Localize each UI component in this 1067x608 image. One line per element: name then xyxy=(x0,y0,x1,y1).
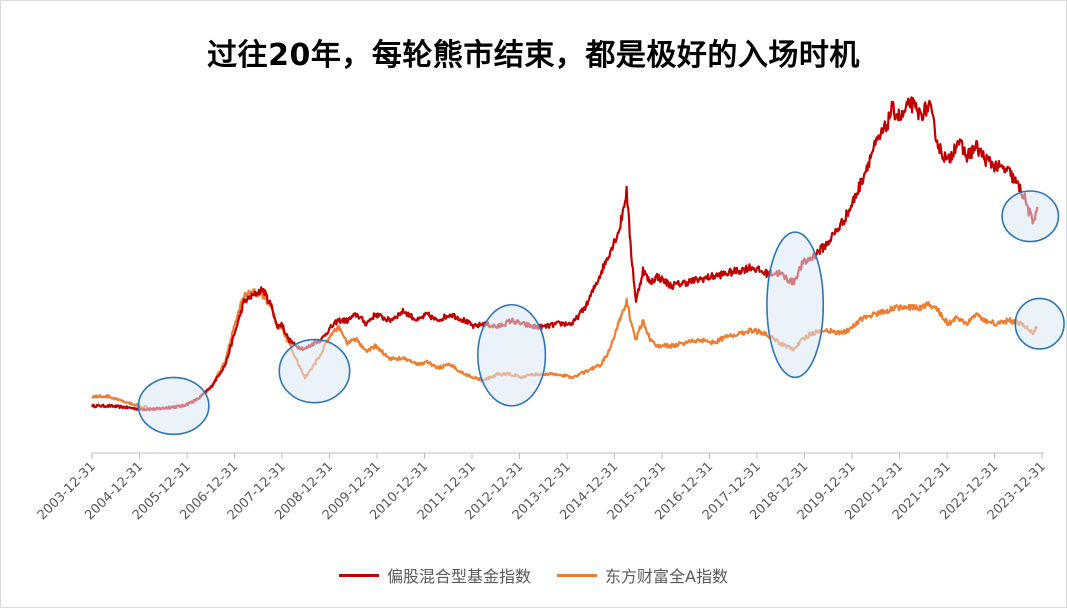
legend-item-all-a-index: 东方财富全A指数 xyxy=(557,563,728,587)
legend-swatch-all-a-index xyxy=(557,574,597,577)
legend-swatch-fund-index xyxy=(339,574,379,577)
highlight-ellipse-5 xyxy=(1002,191,1058,242)
highlight-ellipse-1 xyxy=(138,377,208,434)
legend-label-fund-index: 偏股混合型基金指数 xyxy=(387,563,531,587)
legend: 偏股混合型基金指数 东方财富全A指数 xyxy=(0,563,1067,587)
x-axis: 2003-12-312004-12-312005-12-312006-12-31… xyxy=(35,453,1049,523)
highlight-ellipse-2 xyxy=(279,340,349,403)
highlight-ellipse-6 xyxy=(1015,298,1064,349)
plot-lines xyxy=(92,97,1037,410)
legend-item-fund-index: 偏股混合型基金指数 xyxy=(339,563,531,587)
legend-label-all-a-index: 东方财富全A指数 xyxy=(605,563,728,587)
series-line-all-a-index xyxy=(92,289,1037,410)
highlight-ellipse-3 xyxy=(478,305,546,406)
series-line-fund-index xyxy=(92,97,1037,410)
highlight-ellipse-4 xyxy=(767,232,823,377)
highlight-regions xyxy=(138,191,1064,434)
